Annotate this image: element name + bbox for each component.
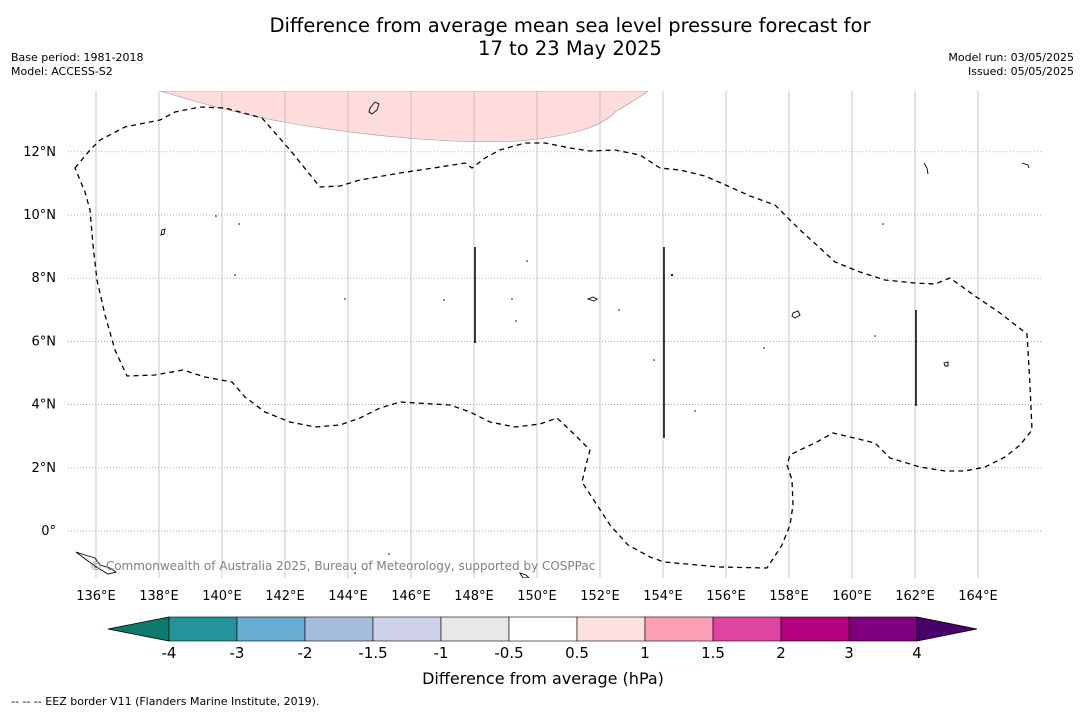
lat-tick-label: 0° [41, 524, 56, 539]
island-dots [215, 215, 884, 574]
islet [388, 553, 390, 555]
eez-border [75, 107, 1032, 568]
colorbar-segment [577, 617, 645, 641]
islet [344, 298, 346, 300]
island-chuuk [588, 297, 597, 301]
islet [694, 410, 696, 412]
colorbar-extend-low [108, 617, 169, 641]
vertical-markers [475, 247, 916, 438]
lon-tick-label: 148°E [454, 589, 494, 604]
lon-tick-label: 160°E [832, 589, 872, 604]
lat-tick-label: 12°N [23, 145, 56, 160]
colorbar-segment [169, 617, 237, 641]
islet [515, 320, 517, 322]
lon-tick-label: 158°E [769, 589, 809, 604]
copyright-text: © Commonwealth of Australia 2025, Bureau… [90, 559, 595, 573]
colorbar-segment [441, 617, 509, 641]
islet [874, 335, 876, 337]
colorbar-tick-label: 3 [844, 644, 854, 662]
lat-tick-label: 8°N [32, 271, 57, 286]
island-manus [520, 573, 529, 578]
colorbar-tick-label: -4 [162, 644, 177, 662]
islet [526, 260, 528, 262]
colorbar-extend-high [917, 617, 977, 641]
islet [653, 359, 655, 361]
footnote: -- -- -- EEZ border V11 (Flanders Marine… [11, 695, 319, 708]
islet [618, 309, 620, 311]
colorbar-tick-label: 0.5 [565, 644, 589, 662]
island-east-1 [1022, 163, 1029, 168]
grid-lines [68, 91, 1042, 578]
islands [76, 102, 1029, 578]
lon-tick-label: 146°E [391, 589, 431, 604]
lon-tick-label: 138°E [139, 589, 179, 604]
lon-tick-label: 150°E [517, 589, 557, 604]
islet [511, 298, 513, 300]
island-east-2 [924, 163, 928, 174]
islet [215, 215, 217, 217]
lon-tick-label: 152°E [580, 589, 620, 604]
lon-tick-label: 154°E [643, 589, 683, 604]
colorbar-tick-label: 1.5 [701, 644, 725, 662]
islet [763, 347, 765, 349]
colorbar-segment [373, 617, 441, 641]
colorbar-tick-label: -1 [434, 644, 449, 662]
island-palau [161, 229, 165, 235]
positive-anomaly-region [160, 91, 648, 142]
colorbar-segment [781, 617, 849, 641]
colorbar-label: Difference from average (hPa) [422, 669, 664, 688]
lat-tick-label: 4°N [32, 398, 57, 413]
colorbar-tick-label: -2 [298, 644, 313, 662]
lon-tick-label: 136°E [76, 589, 116, 604]
islet [671, 274, 673, 276]
longitude-labels: 136°E 138°E 140°E 142°E 144°E 146°E 148°E 150°E… [76, 589, 998, 604]
colorbar-segment [237, 617, 305, 641]
colorbar-segment [645, 617, 713, 641]
colorbar-segment [305, 617, 373, 641]
lat-tick-label: 10°N [23, 208, 56, 223]
island-pohnpei [792, 311, 800, 318]
map-figure: © Commonwealth of Australia 2025, Bureau… [0, 0, 1085, 713]
lon-tick-label: 162°E [895, 589, 935, 604]
lon-tick-label: 140°E [202, 589, 242, 604]
lon-tick-label: 156°E [706, 589, 746, 604]
colorbar-tick-label: 2 [776, 644, 786, 662]
colorbar-tick-label: -3 [230, 644, 245, 662]
lat-tick-label: 6°N [32, 334, 57, 349]
colorbar-segment [849, 617, 917, 641]
latitude-labels: 12°N 10°N 8°N 6°N 4°N 2°N 0° [23, 145, 56, 539]
colorbar-tick-label: 4 [912, 644, 922, 662]
colorbar-tick-labels: -4 -3 -2 -1.5 -1 -0.5 0.5 1 1.5 2 3 4 [162, 644, 922, 662]
map-area: © Commonwealth of Australia 2025, Bureau… [68, 91, 1042, 578]
islet [882, 223, 884, 225]
island-kosrae [944, 362, 948, 366]
islet [234, 274, 236, 276]
colorbar-segment [713, 617, 781, 641]
colorbar-tick-label: 1 [640, 644, 650, 662]
colorbar-segment [509, 617, 577, 641]
lon-tick-label: 144°E [328, 589, 368, 604]
lon-tick-label: 142°E [265, 589, 305, 604]
colorbar-tick-label: -0.5 [494, 644, 523, 662]
islet [443, 299, 445, 301]
islet [238, 223, 240, 225]
colorbar-tick-label: -1.5 [358, 644, 387, 662]
lon-tick-label: 164°E [958, 589, 998, 604]
colorbar [108, 617, 977, 641]
lat-tick-label: 2°N [32, 461, 57, 476]
